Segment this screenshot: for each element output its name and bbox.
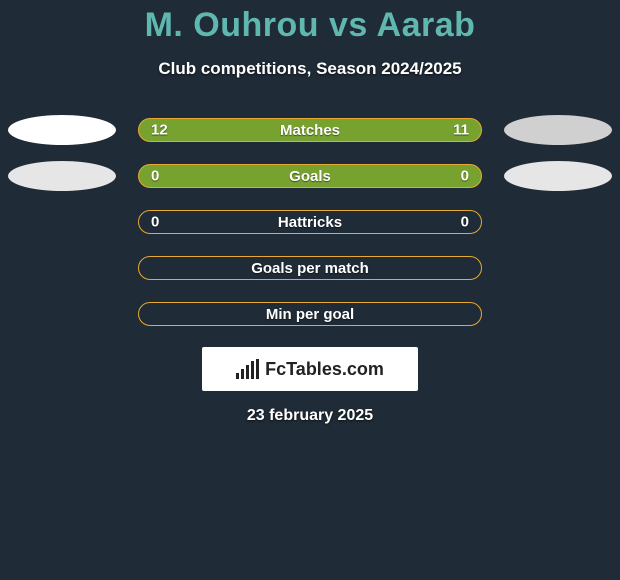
left-ellipse: [8, 115, 116, 145]
stat-bar-min-per-goal: Min per goal: [138, 302, 482, 326]
page-title: M. Ouhrou vs Aarab: [0, 6, 620, 45]
stat-label: Goals: [289, 168, 331, 185]
stat-row: 0 Goals 0: [0, 153, 620, 199]
stat-right-value: 0: [461, 168, 469, 185]
logo-text: FcTables.com: [265, 359, 384, 380]
content-wrapper: M. Ouhrou vs Aarab Club competitions, Se…: [0, 0, 620, 580]
bar-chart-icon: [236, 359, 259, 379]
stat-row: 0 Hattricks 0: [0, 199, 620, 245]
stat-bar-goals: 0 Goals 0: [138, 164, 482, 188]
stat-label: Min per goal: [266, 306, 354, 323]
stat-right-value: 11: [453, 122, 469, 139]
page-subtitle: Club competitions, Season 2024/2025: [0, 59, 620, 79]
stat-row: Min per goal: [0, 291, 620, 337]
stat-bar-goals-per-match: Goals per match: [138, 256, 482, 280]
stat-label: Hattricks: [278, 214, 342, 231]
left-ellipse: [8, 161, 116, 191]
fctables-logo: FcTables.com: [202, 347, 418, 391]
stat-right-value: 0: [461, 214, 469, 231]
stat-label: Matches: [280, 122, 340, 139]
stat-left-value: 0: [151, 168, 159, 185]
stat-left-value: 0: [151, 214, 159, 231]
footer-date: 23 february 2025: [0, 407, 620, 425]
stat-bar-hattricks: 0 Hattricks 0: [138, 210, 482, 234]
stat-row: 12 Matches 11: [0, 107, 620, 153]
right-ellipse: [504, 115, 612, 145]
stat-bar-matches: 12 Matches 11: [138, 118, 482, 142]
stat-row: Goals per match: [0, 245, 620, 291]
stat-left-value: 12: [151, 122, 168, 139]
right-ellipse: [504, 161, 612, 191]
stat-label: Goals per match: [251, 260, 369, 277]
